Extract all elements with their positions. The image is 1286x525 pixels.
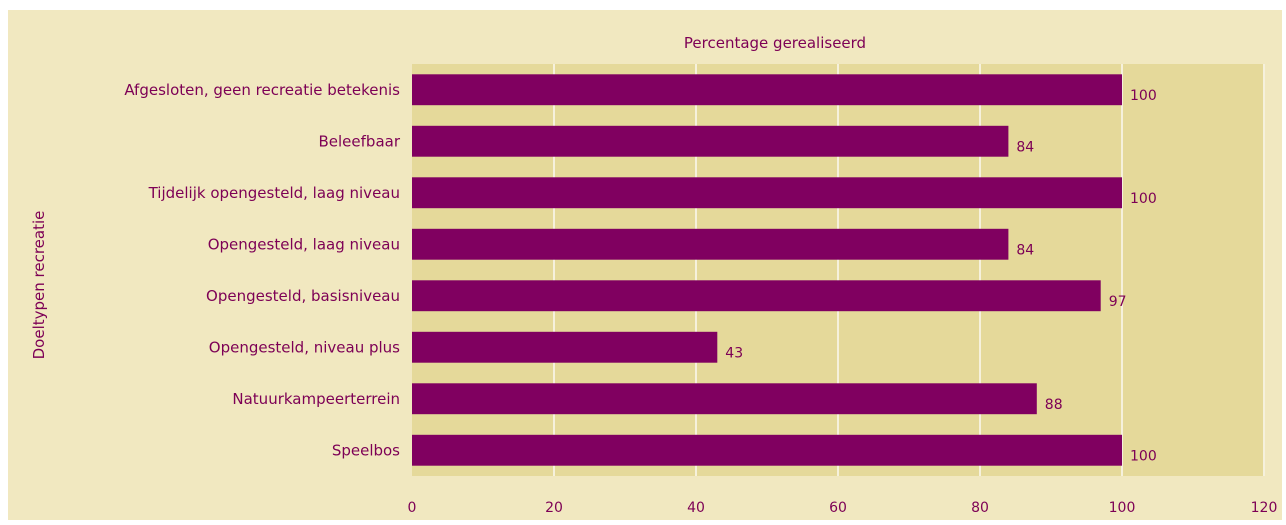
bar-chart: Percentage gerealiseerd Doeltypen recrea… <box>30 34 1278 516</box>
bar <box>412 434 1122 466</box>
x-tick-label: 0 <box>408 500 417 516</box>
value-label: 100 <box>1130 88 1157 104</box>
category-label: Opengesteld, niveau plus <box>209 338 400 356</box>
x-tick-label: 100 <box>1109 500 1136 516</box>
value-label: 84 <box>1016 242 1034 258</box>
bar <box>412 74 1122 106</box>
value-label: 43 <box>725 345 743 361</box>
bar <box>412 228 1009 260</box>
bar <box>412 383 1037 415</box>
value-label: 97 <box>1109 294 1127 310</box>
bar <box>412 125 1009 157</box>
x-tick-label: 120 <box>1251 500 1278 516</box>
category-labels: Afgesloten, geen recreatie betekenis Bele… <box>124 81 401 460</box>
value-label: 100 <box>1130 191 1157 207</box>
category-label: Natuurkampeerterrein <box>232 390 400 408</box>
value-labels: 100 84 100 84 97 43 88 100 <box>725 88 1156 465</box>
bars <box>412 74 1122 466</box>
value-label: 84 <box>1016 139 1034 155</box>
category-label: Afgesloten, geen recreatie betekenis <box>124 81 400 99</box>
category-label: Speelbos <box>332 441 400 459</box>
category-label: Opengesteld, laag niveau <box>208 235 400 253</box>
bar <box>412 331 718 363</box>
bar <box>412 280 1101 312</box>
category-label: Beleefbaar <box>319 132 401 150</box>
value-label: 88 <box>1045 397 1063 413</box>
chart-panel: Percentage gerealiseerd Doeltypen recrea… <box>8 10 1282 520</box>
value-label: 100 <box>1130 448 1157 464</box>
x-tick-labels: 0 20 40 60 80 100 120 <box>408 500 1278 516</box>
x-tick-label: 20 <box>545 500 563 516</box>
chart-title: Percentage gerealiseerd <box>684 34 866 52</box>
category-label: Opengesteld, basisniveau <box>206 287 400 305</box>
y-axis-title: Doeltypen recreatie <box>30 211 48 360</box>
x-tick-label: 60 <box>829 500 847 516</box>
bar <box>412 177 1122 209</box>
x-tick-label: 40 <box>687 500 705 516</box>
x-tick-label: 80 <box>971 500 989 516</box>
category-label: Tijdelijk opengesteld, laag niveau <box>148 184 400 202</box>
